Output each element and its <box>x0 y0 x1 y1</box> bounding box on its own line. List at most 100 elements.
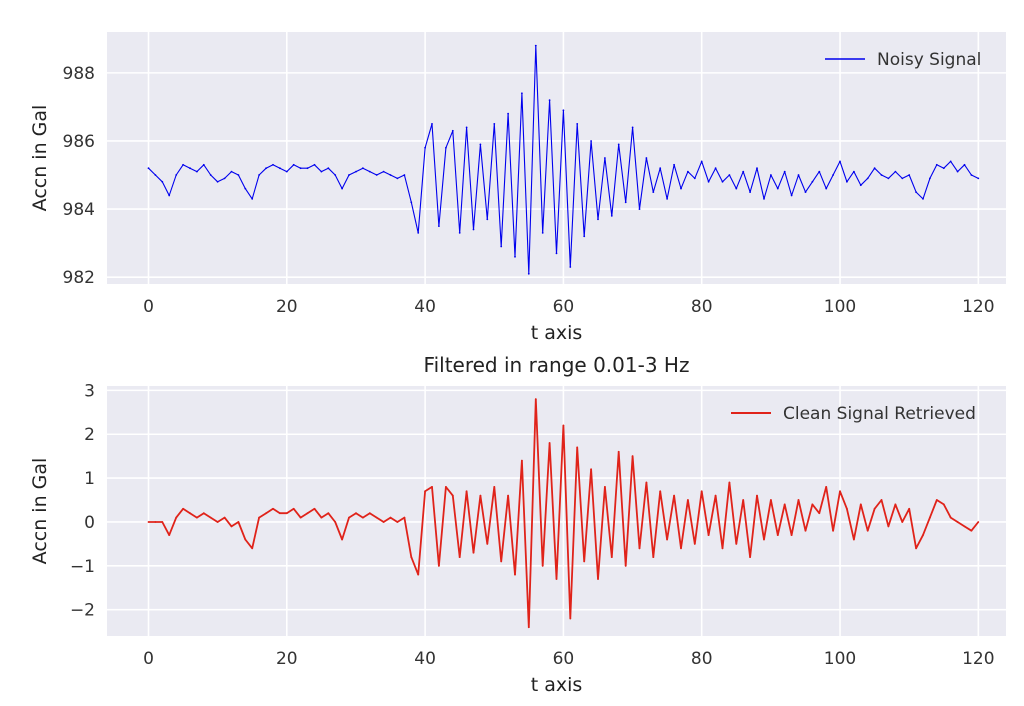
data-point <box>631 126 634 129</box>
data-point <box>811 503 814 506</box>
data-point <box>763 538 765 541</box>
data-point <box>382 521 385 523</box>
data-point <box>797 174 800 176</box>
x-tick-label: 80 <box>691 649 713 669</box>
data-point <box>341 187 343 190</box>
y-tick-label: 2 <box>84 425 95 445</box>
data-point <box>977 521 980 523</box>
data-point <box>908 507 911 510</box>
data-point <box>770 174 772 176</box>
data-point <box>922 534 924 536</box>
data-point <box>673 163 675 166</box>
data-point <box>610 556 613 558</box>
x-tick-label: 20 <box>276 649 298 669</box>
data-point <box>666 198 668 200</box>
data-point <box>327 512 330 515</box>
data-point <box>818 170 821 173</box>
data-point <box>424 490 426 493</box>
data-point <box>534 44 537 47</box>
data-point <box>790 534 793 536</box>
data-point <box>804 191 807 194</box>
data-point <box>555 578 558 580</box>
data-point <box>666 538 668 541</box>
data-point <box>638 208 641 211</box>
data-point <box>873 167 876 170</box>
data-point <box>652 191 655 194</box>
y-tick-label: 984 <box>63 200 95 220</box>
data-point <box>562 109 565 112</box>
data-point <box>811 180 814 183</box>
data-point <box>929 177 931 180</box>
y-tick-label: −2 <box>70 601 95 621</box>
y-tick-label: 988 <box>63 64 95 84</box>
data-point <box>479 143 482 146</box>
data-point <box>161 180 164 183</box>
data-point <box>258 174 260 176</box>
data-point <box>922 198 924 200</box>
data-point <box>431 123 433 125</box>
x-tick-label: 120 <box>962 297 994 317</box>
data-point <box>147 521 150 523</box>
x-tick-label: 60 <box>553 297 575 317</box>
data-point <box>707 534 710 536</box>
data-point <box>548 99 551 101</box>
data-point <box>154 174 157 176</box>
data-point <box>209 174 212 176</box>
data-point <box>749 556 751 558</box>
data-point <box>189 167 191 170</box>
data-point <box>161 521 164 523</box>
data-point <box>597 578 599 580</box>
data-point <box>189 512 191 515</box>
data-point <box>735 543 738 545</box>
data-point <box>645 481 648 484</box>
data-point <box>182 163 185 166</box>
legend-label: Noisy Signal <box>877 50 981 70</box>
data-point <box>714 167 717 170</box>
data-point <box>935 163 938 166</box>
data-point <box>859 184 862 187</box>
data-point <box>348 516 350 519</box>
x-tick-label: 100 <box>824 297 856 317</box>
data-point <box>569 617 572 620</box>
data-point <box>880 174 883 176</box>
data-point <box>417 573 420 576</box>
data-point <box>507 112 509 115</box>
data-point <box>251 198 254 200</box>
x-tick-label: 60 <box>553 649 575 669</box>
data-point <box>963 163 966 166</box>
data-point <box>230 525 233 528</box>
data-point <box>313 163 316 166</box>
data-point <box>175 174 178 176</box>
data-point <box>396 177 399 180</box>
data-point <box>583 560 586 563</box>
data-point <box>445 486 447 488</box>
data-point <box>790 194 793 197</box>
data-point <box>182 507 185 510</box>
data-point <box>804 529 807 532</box>
data-point <box>196 170 198 173</box>
data-point <box>362 516 364 519</box>
data-point <box>680 547 682 550</box>
data-point <box>894 503 897 506</box>
data-point <box>825 486 828 488</box>
data-point <box>749 191 751 194</box>
data-point <box>866 529 869 532</box>
data-point <box>728 481 731 484</box>
data-point <box>168 194 171 197</box>
data-point <box>548 442 551 444</box>
data-point <box>445 146 447 149</box>
data-point <box>258 516 260 519</box>
data-point <box>590 468 592 471</box>
data-point <box>825 187 828 190</box>
data-point <box>742 499 745 501</box>
data-point <box>700 490 703 493</box>
data-point <box>424 146 426 149</box>
data-point <box>438 225 440 228</box>
data-point <box>541 564 544 567</box>
data-point <box>832 174 834 176</box>
data-point <box>707 180 710 183</box>
data-point <box>887 525 890 528</box>
series-1 <box>147 44 980 275</box>
data-point <box>237 174 240 176</box>
data-point <box>327 167 330 170</box>
